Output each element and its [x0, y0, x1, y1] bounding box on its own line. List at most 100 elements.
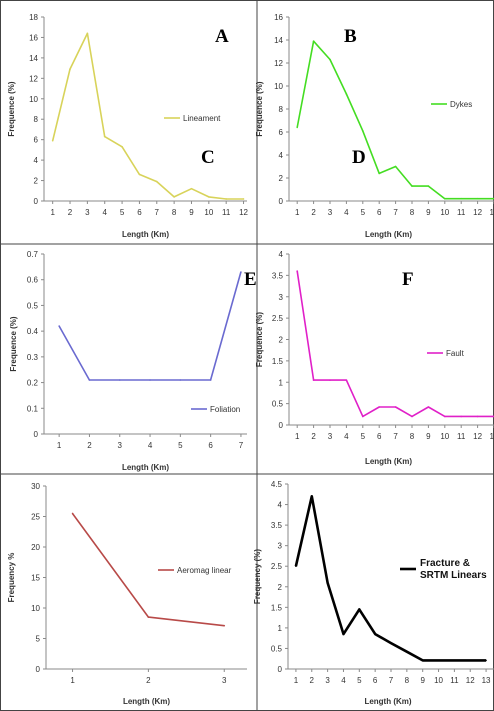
data-point	[173, 196, 175, 198]
x-tick-label: 1	[295, 208, 300, 217]
data-point	[411, 185, 413, 187]
y-tick-label: 2.5	[272, 314, 284, 323]
legend-label: Dykes	[450, 100, 472, 109]
x-tick-label: 1	[50, 208, 55, 217]
x-axis-title: Length (Km)	[122, 463, 169, 472]
y-tick-label: 3	[279, 293, 284, 302]
legend-label: Lineament	[183, 114, 221, 123]
x-tick-label: 3	[328, 208, 333, 217]
x-tick-label: 6	[377, 432, 382, 441]
series-line-b	[296, 40, 494, 200]
data-point	[121, 146, 123, 148]
x-tick-label: 8	[405, 676, 410, 685]
x-tick-label: 6	[137, 208, 142, 217]
panel-letter-d: D	[352, 147, 366, 168]
y-tick-label: 0.4	[27, 327, 39, 336]
data-point	[71, 512, 74, 515]
x-tick-label: 1	[57, 441, 62, 450]
data-point	[345, 379, 348, 381]
x-tick-label: 12	[239, 208, 248, 217]
data-point	[88, 379, 91, 381]
x-tick-label: 5	[178, 441, 183, 450]
y-tick-label: 12	[274, 59, 283, 68]
data-point	[427, 185, 430, 187]
data-point	[225, 198, 227, 200]
data-point	[138, 173, 141, 176]
chart-dykes: 024681012141612345678910111213Length (Km…	[255, 13, 494, 239]
data-point	[444, 197, 446, 200]
legend-label: Foliation	[210, 405, 240, 414]
y-tick-label: 10	[31, 604, 40, 613]
y-tick-label: 8	[34, 115, 39, 124]
x-axis-title: Length (Km)	[364, 697, 411, 706]
x-axis-title: Length (Km)	[123, 697, 170, 706]
data-point	[444, 415, 446, 418]
data-point	[390, 642, 392, 644]
data-point	[208, 196, 210, 198]
y-tick-label: 20	[31, 543, 40, 552]
data-point	[421, 659, 424, 662]
x-tick-label: 5	[120, 208, 125, 217]
y-tick-label: 3	[278, 542, 283, 551]
data-point	[209, 379, 212, 381]
data-point	[406, 650, 408, 653]
y-tick-label: 0	[34, 430, 39, 439]
x-tick-label: 4	[341, 676, 346, 685]
x-tick-label: 13	[490, 432, 494, 441]
y-axis-title: Frequency %	[7, 553, 16, 603]
data-point	[476, 197, 479, 200]
data-point	[411, 415, 413, 418]
data-point	[118, 379, 121, 381]
x-tick-label: 10	[434, 676, 443, 685]
data-point	[86, 32, 89, 35]
x-tick-label: 9	[420, 676, 425, 685]
legend-label: SRTM Linears	[420, 570, 487, 581]
y-tick-label: 8	[279, 105, 284, 114]
x-tick-label: 9	[189, 208, 194, 217]
x-tick-label: 3	[328, 432, 333, 441]
x-tick-label: 11	[457, 432, 466, 441]
legend-label: Fracture &	[420, 558, 470, 569]
chart-fracture-srtm-linears: 00.511.522.533.544.51 2 3 4 5 6 7 8 9 10 11 12 13Len…	[253, 480, 494, 706]
x-tick-label: 5	[357, 676, 362, 685]
y-tick-label: 10	[29, 95, 38, 104]
y-tick-label: 4	[279, 250, 284, 259]
x-tick-label: 1	[294, 676, 299, 685]
data-point	[378, 406, 381, 408]
y-tick-label: 0	[34, 197, 39, 206]
panel-letter-c: C	[201, 147, 215, 168]
x-tick-label: 8	[410, 432, 415, 441]
data-point	[155, 180, 158, 183]
y-tick-label: 2	[279, 336, 284, 345]
y-tick-label: 25	[31, 513, 40, 522]
y-tick-label: 0	[36, 665, 41, 674]
x-tick-label: 3	[85, 208, 90, 217]
x-axis-title: Length (Km)	[122, 230, 169, 239]
data-point	[469, 659, 472, 662]
y-tick-label: 16	[29, 33, 38, 42]
data-point	[310, 495, 313, 498]
x-tick-label: 1	[70, 676, 75, 685]
x-tick-label: 8	[172, 208, 177, 217]
data-point	[460, 197, 463, 200]
data-point	[437, 659, 440, 662]
chart-foliation: 0 0.1 0.2 0.3 0.4 0.5 0.6 0.7 1 2 3 4 5 6 7 Length (Km)…	[9, 250, 247, 472]
x-tick-label: 7	[393, 432, 398, 441]
x-tick-label: 13	[482, 676, 491, 685]
data-point	[358, 608, 361, 611]
data-point	[329, 58, 331, 61]
data-point	[342, 633, 345, 635]
data-point	[453, 659, 456, 662]
y-axis-title: Frequence (%)	[255, 312, 264, 367]
x-tick-label: 6	[377, 208, 382, 217]
x-tick-label: 6	[373, 676, 378, 685]
data-point	[149, 379, 151, 381]
data-point	[147, 616, 150, 618]
x-tick-label: 8	[410, 208, 415, 217]
x-tick-label: 11	[450, 676, 459, 685]
x-tick-label: 3	[325, 676, 330, 685]
panel-letter-b: B	[344, 26, 357, 47]
data-point	[427, 406, 430, 408]
x-tick-label: 7	[393, 208, 398, 217]
